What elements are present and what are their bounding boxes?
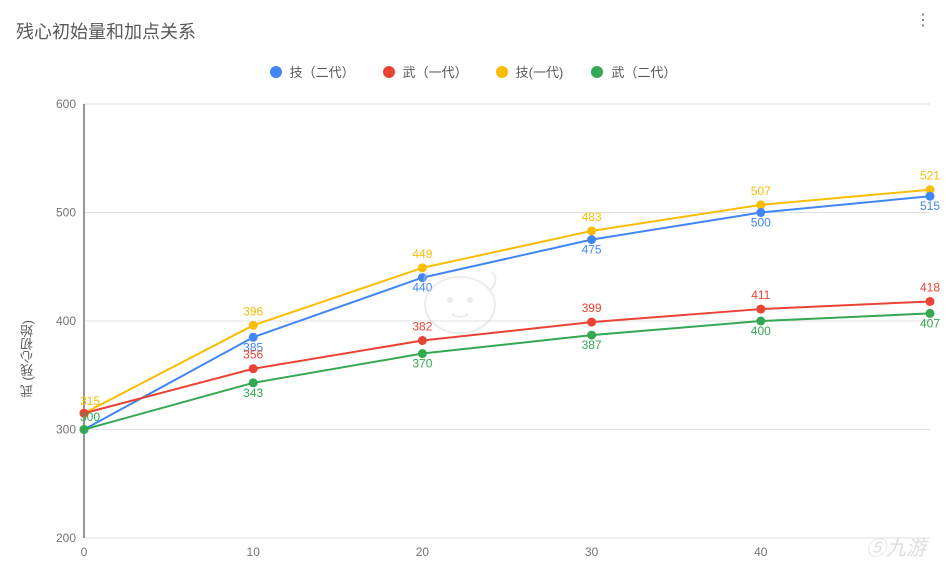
data-point[interactable]	[249, 321, 258, 330]
data-label: 407	[920, 316, 940, 330]
data-point[interactable]	[587, 226, 596, 235]
data-label: 370	[412, 357, 432, 371]
data-label: 300	[80, 410, 100, 424]
data-label: 399	[582, 301, 602, 315]
data-label: 521	[920, 169, 940, 183]
watermark-icon	[410, 260, 510, 340]
data-label: 411	[751, 288, 770, 302]
data-label: 507	[751, 184, 771, 198]
data-point[interactable]	[249, 364, 258, 373]
data-point[interactable]	[80, 425, 89, 434]
data-label: 315	[80, 394, 100, 408]
data-label: 483	[582, 210, 602, 224]
data-label: 515	[920, 199, 940, 213]
y-tick-label: 400	[56, 314, 76, 328]
x-tick-label: 20	[416, 545, 430, 559]
y-tick-label: 200	[56, 531, 76, 545]
data-label: 500	[751, 216, 771, 230]
data-point[interactable]	[756, 305, 765, 314]
data-label: 387	[582, 338, 602, 352]
data-label: 418	[920, 280, 940, 294]
data-label: 396	[243, 304, 263, 318]
x-tick-label: 40	[754, 545, 768, 559]
x-tick-label: 0	[81, 545, 88, 559]
data-label: 475	[582, 243, 602, 257]
x-tick-label: 10	[247, 545, 261, 559]
data-label: 400	[751, 324, 771, 338]
x-tick-label: 30	[585, 545, 599, 559]
y-tick-label: 500	[56, 206, 76, 220]
data-label: 356	[243, 348, 263, 362]
y-tick-label: 300	[56, 423, 76, 437]
data-label: 343	[243, 386, 263, 400]
y-tick-label: 600	[56, 97, 76, 111]
data-point[interactable]	[926, 297, 935, 306]
data-label: 449	[412, 247, 432, 261]
data-point[interactable]	[587, 318, 596, 327]
